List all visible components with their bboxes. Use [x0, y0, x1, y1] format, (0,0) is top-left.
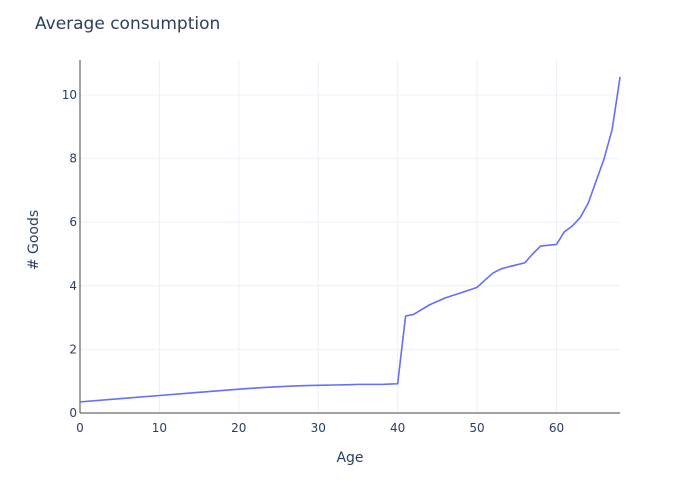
x-tick-label: 60	[549, 421, 564, 435]
grid	[80, 60, 620, 413]
x-tick-label: 40	[390, 421, 405, 435]
y-axis-label: # Goods	[26, 210, 42, 270]
x-tick-label: 50	[469, 421, 484, 435]
x-tick-label: 20	[231, 421, 246, 435]
y-tick-label: 10	[62, 88, 77, 102]
y-tick-label: 2	[69, 342, 77, 356]
x-tick-label: 30	[311, 421, 326, 435]
y-tick-label: 8	[69, 152, 77, 166]
y-tick-label: 4	[69, 279, 77, 293]
y-tick-label: 6	[69, 215, 77, 229]
series-layer	[79, 76, 621, 403]
chart-title: Average consumption	[35, 14, 220, 34]
x-axis-label: Age	[336, 450, 363, 466]
series-line	[79, 76, 621, 403]
axes: 0 10 20 30 40 50 60 0 2 4 6 8 10	[62, 60, 620, 435]
x-tick-label: 0	[76, 421, 84, 435]
y-tick-label: 0	[69, 406, 77, 420]
x-tick-label: 10	[152, 421, 167, 435]
